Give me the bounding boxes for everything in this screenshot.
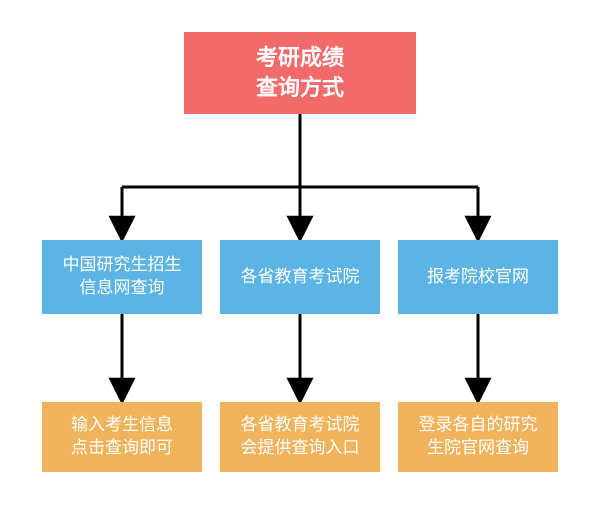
- root-node: 考研成绩查询方式: [184, 32, 416, 114]
- mid-label-2: 各省教育考试院: [241, 266, 360, 289]
- mid-label-1: 中国研究生招生信息网查询: [63, 254, 182, 300]
- leaf-node-2: 各省教育考试院会提供查询入口: [220, 402, 380, 472]
- mid-node-1: 中国研究生招生信息网查询: [42, 240, 202, 314]
- leaf-node-3: 登录各自的研究生院官网查询: [398, 402, 558, 472]
- root-label: 考研成绩查询方式: [256, 43, 344, 102]
- mid-node-2: 各省教育考试院: [220, 240, 380, 314]
- mid-node-3: 报考院校官网: [398, 240, 558, 314]
- leaf-node-1: 输入考生信息点击查询即可: [42, 402, 202, 472]
- mid-label-3: 报考院校官网: [427, 266, 529, 289]
- leaf-label-2: 各省教育考试院会提供查询入口: [241, 414, 360, 460]
- leaf-label-3: 登录各自的研究生院官网查询: [419, 414, 538, 460]
- leaf-label-1: 输入考生信息点击查询即可: [71, 414, 173, 460]
